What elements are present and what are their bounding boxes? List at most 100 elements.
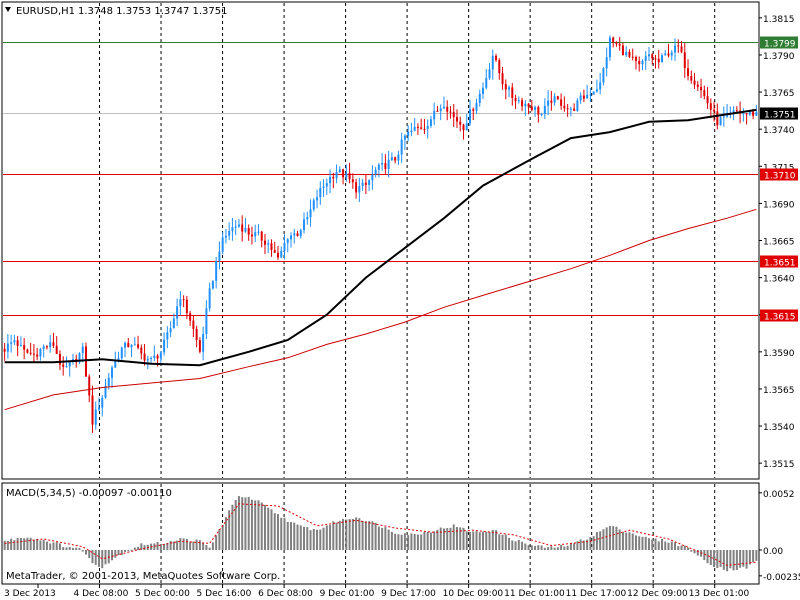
macd-bar [755, 550, 758, 561]
macd-axis: 0.0052 0.00 -0.00235 [759, 490, 800, 583]
candle-body [641, 60, 644, 65]
candle-body [722, 116, 725, 118]
candle-body [335, 172, 338, 179]
macd-bar [732, 550, 735, 571]
macd-bar [455, 527, 458, 550]
candle-body [615, 42, 618, 44]
macd-bar [309, 530, 312, 550]
macd-bar [49, 543, 52, 550]
candle-body [501, 73, 504, 85]
candle-body [133, 344, 136, 346]
macd-bar [276, 514, 279, 550]
macd-bar [205, 544, 208, 550]
candle-body [742, 113, 745, 115]
macd-bar [416, 534, 419, 550]
macd-bar [241, 497, 244, 550]
candle-body [420, 127, 423, 129]
macd-bar [472, 531, 475, 550]
macd-signal-line [4, 503, 757, 566]
candle-body [599, 82, 602, 90]
candle-body [26, 349, 29, 353]
candle-body [530, 106, 533, 111]
macd-bar [625, 532, 628, 550]
macd-bar [657, 541, 660, 550]
candle-body [452, 111, 455, 118]
macd-bar [716, 550, 719, 569]
candle-body [634, 57, 637, 61]
macd-bar [589, 537, 592, 550]
candle-body [582, 95, 585, 99]
macd-bar [683, 545, 686, 550]
macd-bar [586, 539, 589, 550]
candle-body [638, 60, 641, 65]
candle-body [316, 197, 319, 201]
candle-body [270, 243, 273, 250]
candle-body [677, 45, 680, 47]
macd-bar [176, 540, 179, 550]
macd-bar [690, 550, 693, 552]
candle-body [433, 110, 436, 120]
candle-body [68, 361, 71, 367]
candle-body [325, 183, 328, 187]
candle-body [374, 169, 377, 175]
moving-average-black [4, 108, 757, 367]
candle-body [319, 188, 322, 198]
candle-body [62, 364, 65, 367]
candle-body [703, 90, 706, 97]
macd-bar [465, 531, 468, 550]
macd-bar [208, 547, 211, 550]
macd-bar [501, 534, 504, 550]
macd-bar [36, 538, 39, 550]
candle-body [10, 342, 13, 344]
candle-body [189, 313, 192, 321]
macd-bar [485, 531, 488, 550]
candle-body [351, 179, 354, 183]
candle-body [680, 46, 683, 53]
candle-body [364, 182, 367, 185]
level-tag [760, 309, 798, 322]
candle-body [563, 105, 566, 109]
macd-bar [621, 531, 624, 550]
macd-bar [290, 522, 293, 550]
candle-body [439, 108, 442, 112]
macd-bar [332, 521, 335, 550]
macd-bar [348, 519, 351, 550]
candle-body [361, 182, 364, 186]
candle-body [394, 157, 397, 161]
candle-body [647, 54, 650, 57]
candle-body [413, 126, 416, 131]
macd-bar [752, 550, 755, 563]
macd-panel-border [1, 482, 760, 585]
candle-body [283, 242, 286, 251]
macd-bar [98, 550, 101, 567]
macd-bar [602, 529, 605, 550]
macd-bar [270, 509, 273, 550]
candle-body [621, 45, 624, 56]
macd-bar [644, 536, 647, 550]
candle-body [589, 94, 592, 96]
candle-body [664, 53, 667, 56]
candle-body [332, 176, 335, 179]
macd-bar [504, 534, 507, 550]
candle-body [273, 249, 276, 253]
macd-bar [322, 527, 325, 550]
macd-bar [488, 532, 491, 550]
time-label: 3 Dec 2013 [4, 589, 56, 599]
macd-bar [189, 541, 192, 550]
candle-body [91, 395, 94, 425]
candle-body [140, 347, 143, 354]
macd-bar [446, 528, 449, 550]
candle-body [306, 217, 309, 220]
candle-body [146, 358, 149, 361]
candle-body [250, 234, 253, 237]
chevron-down-icon[interactable] [5, 7, 11, 12]
time-label: 6 Dec 08:00 [258, 589, 313, 599]
candle-body [182, 299, 185, 301]
macd-bar [26, 537, 29, 550]
macd-bar [521, 541, 524, 550]
candle-body [719, 117, 722, 126]
candle-body [312, 200, 315, 210]
price-tick-label: 1.3740 [763, 126, 795, 136]
macd-bar [739, 550, 742, 568]
candle-body [166, 332, 169, 340]
